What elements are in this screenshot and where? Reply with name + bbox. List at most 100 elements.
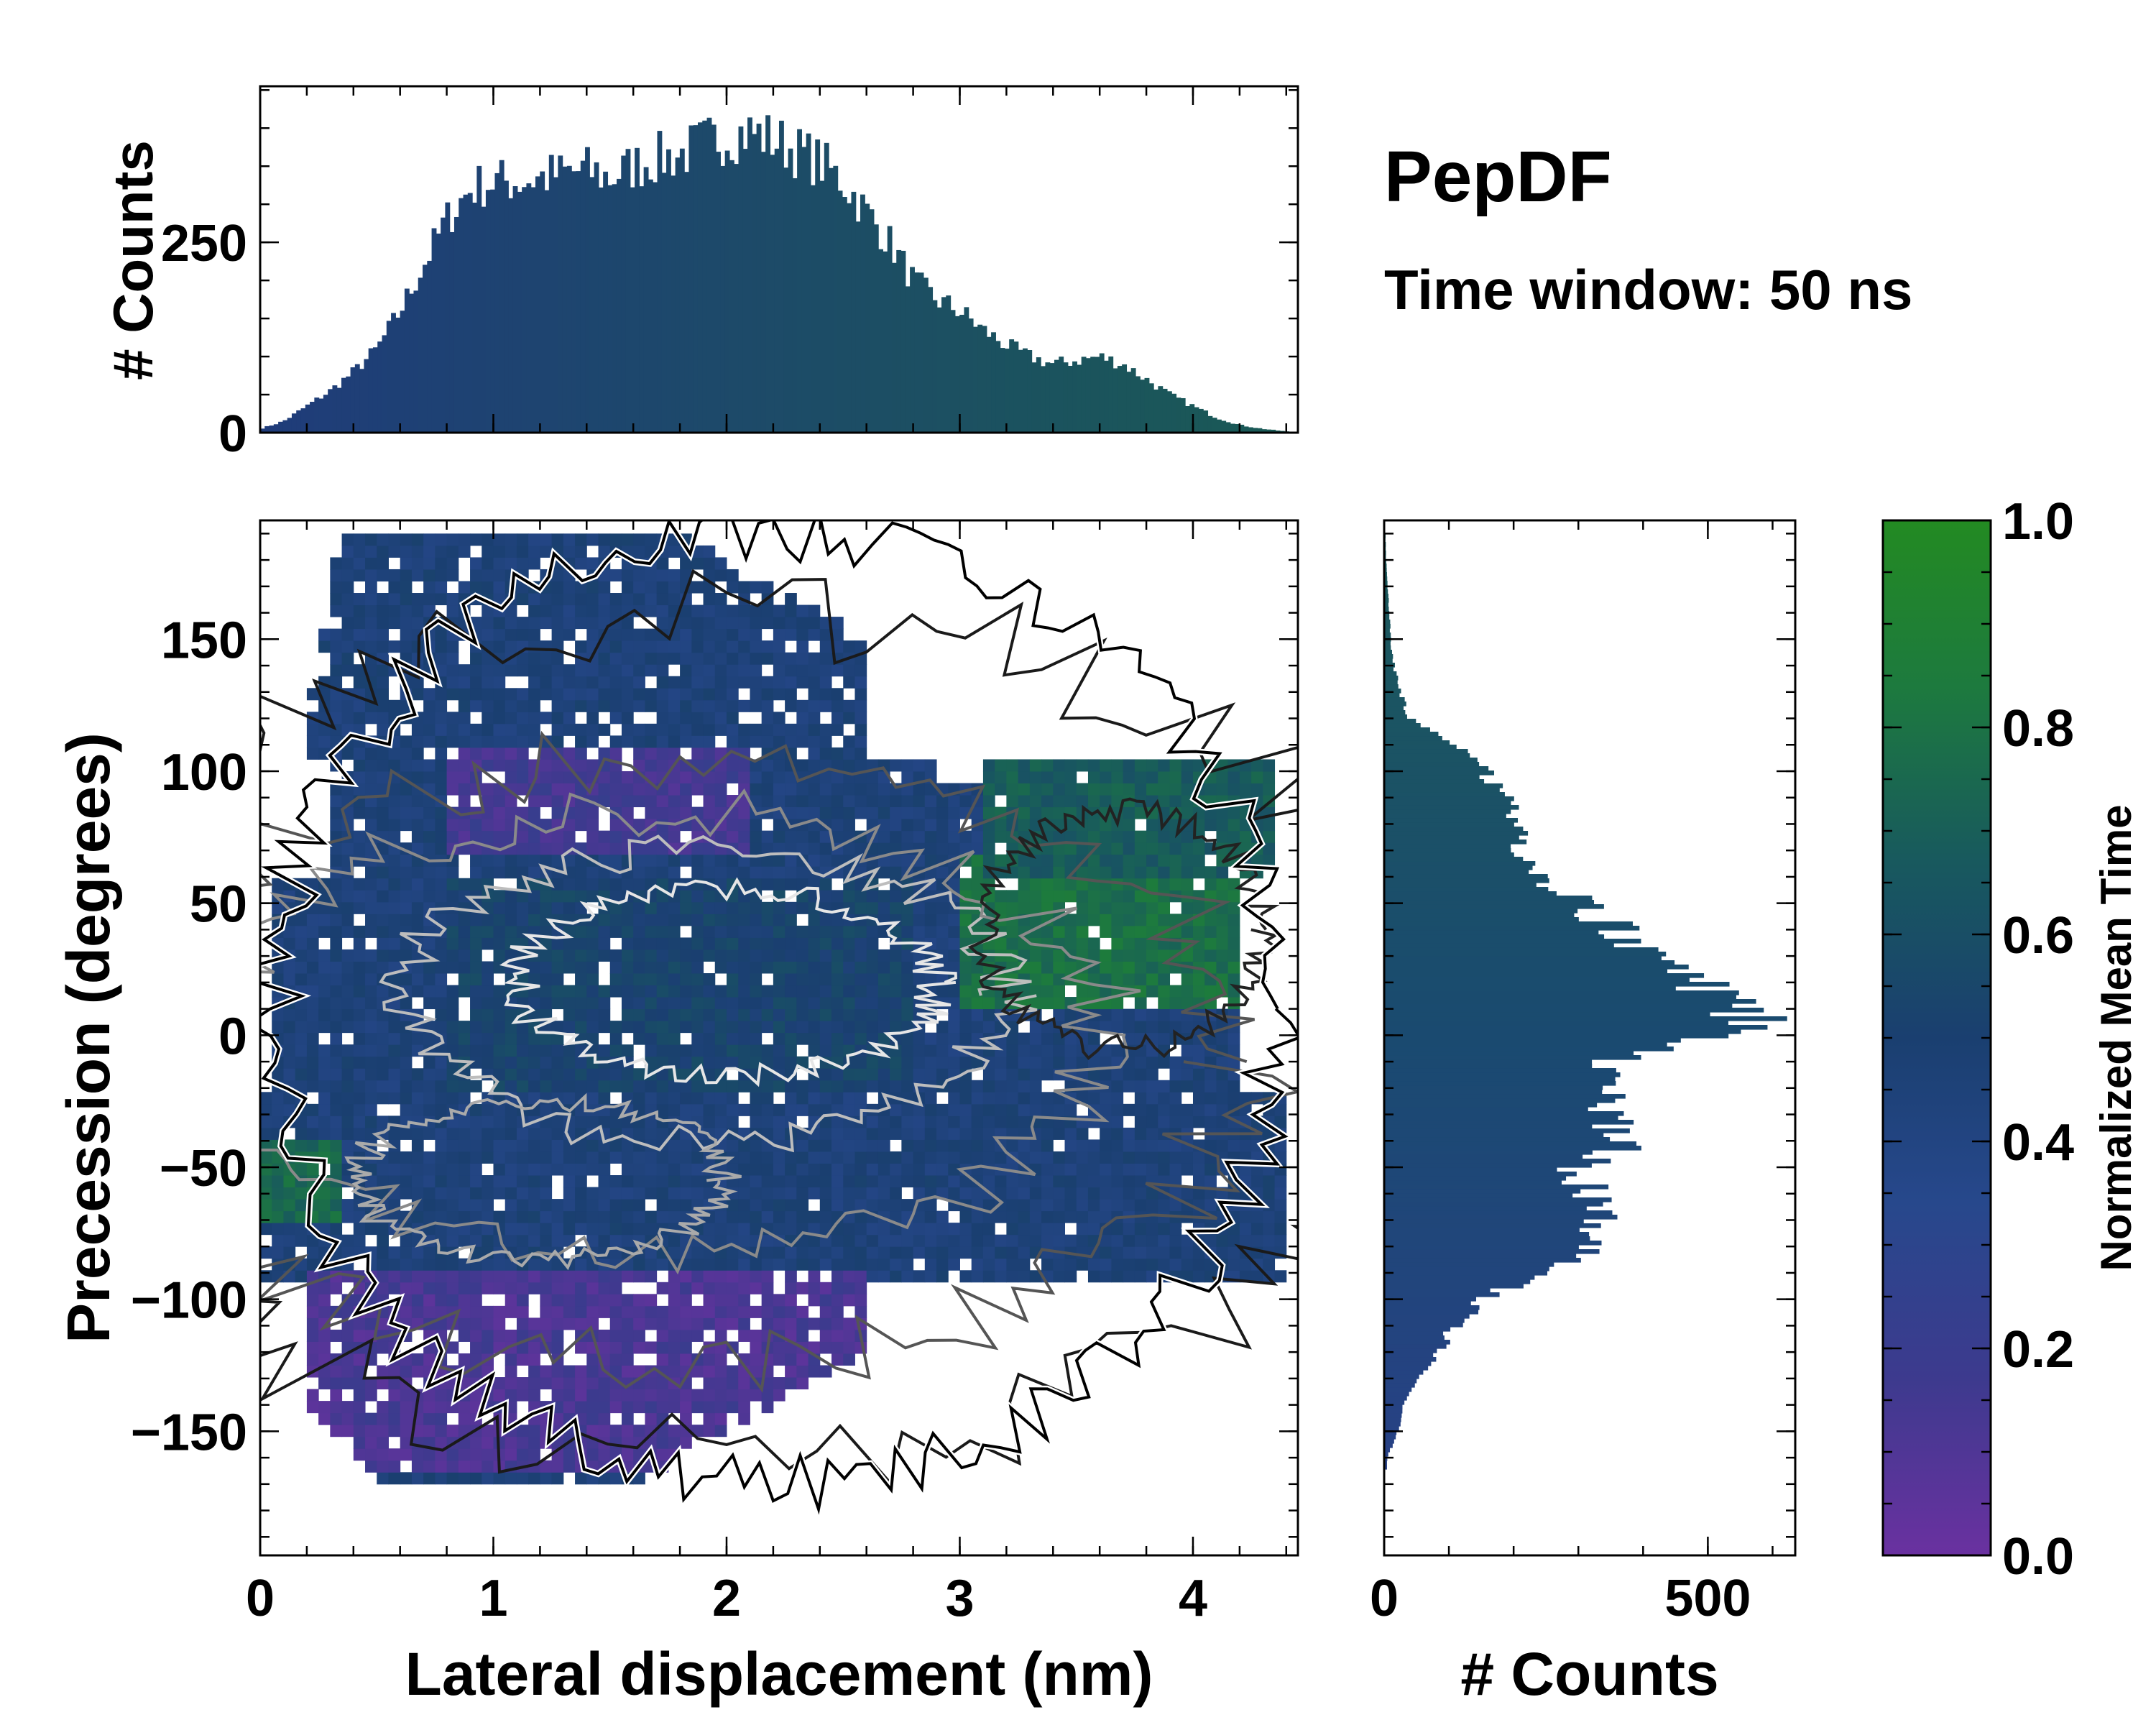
heatmap-cell xyxy=(1087,1139,1100,1152)
heatmap-cell xyxy=(493,795,506,808)
heatmap-cell xyxy=(365,593,377,606)
heatmap-cell xyxy=(586,664,599,677)
heatmap-cell xyxy=(505,664,517,677)
heatmap-cell xyxy=(1006,901,1019,914)
heatmap-cell xyxy=(656,1199,669,1212)
heatmap-cell xyxy=(1064,878,1077,891)
heatmap-cell xyxy=(540,997,553,1010)
heatmap-cell xyxy=(761,1210,774,1223)
heatmap-cell xyxy=(516,770,529,784)
heatmap-cell xyxy=(1123,770,1135,784)
heatmap-cell xyxy=(680,1341,692,1354)
heatmap-cell xyxy=(551,676,564,689)
heatmap-cell xyxy=(435,652,448,665)
heatmap-cell xyxy=(680,1294,692,1307)
heatmap-cell xyxy=(516,1151,529,1164)
heatmap-cell xyxy=(575,1068,587,1081)
heatmap-cell xyxy=(808,1294,821,1307)
heatmap-cell xyxy=(330,1377,343,1390)
heatmap-cell xyxy=(423,1258,436,1271)
heatmap-cell xyxy=(458,1116,471,1128)
heatmap-cell xyxy=(645,1116,658,1128)
heatmap-cell xyxy=(575,1210,587,1223)
heatmap-cell xyxy=(645,1044,658,1057)
heatmap-cell xyxy=(773,937,786,950)
heatmap-cell xyxy=(528,830,540,843)
heatmap-cell xyxy=(435,581,448,594)
heatmap-cell xyxy=(318,973,331,986)
heatmap-cell xyxy=(528,997,540,1010)
heatmap-cell xyxy=(645,925,658,938)
heatmap-cell xyxy=(528,806,540,819)
heatmap-cell xyxy=(330,557,343,570)
heatmap-cell xyxy=(633,985,645,998)
heatmap-cell xyxy=(516,1448,529,1461)
heatmap-cell xyxy=(528,866,540,879)
heatmap-cell xyxy=(1146,1092,1158,1105)
heatmap-cell xyxy=(1076,783,1089,796)
heatmap-cell xyxy=(691,604,704,617)
top-bar xyxy=(413,290,419,433)
heatmap-cell xyxy=(516,1317,529,1330)
heatmap-cell xyxy=(959,1151,972,1164)
heatmap-cell xyxy=(621,676,634,689)
heatmap-cell xyxy=(435,1139,448,1152)
heatmap-cell xyxy=(866,1008,879,1021)
heatmap-cell xyxy=(609,1068,622,1081)
heatmap-cell xyxy=(890,997,902,1010)
heatmap-cell xyxy=(633,747,645,760)
heatmap-cell xyxy=(738,1389,750,1402)
heatmap-cell xyxy=(796,1021,809,1034)
heatmap-cell xyxy=(470,937,482,950)
heatmap-cell xyxy=(1053,1103,1066,1116)
heatmap-cell xyxy=(1064,1044,1077,1057)
heatmap-cell xyxy=(831,783,844,796)
heatmap-cell xyxy=(726,1008,739,1021)
heatmap-cell xyxy=(995,1187,1007,1200)
heatmap-cell xyxy=(901,973,914,986)
heatmap-cell xyxy=(773,1127,786,1140)
heatmap-cell xyxy=(575,1472,587,1485)
heatmap-cell xyxy=(341,1080,354,1092)
heatmap-cell xyxy=(785,961,797,974)
heatmap-cell xyxy=(808,997,821,1010)
heatmap-cell xyxy=(738,1401,750,1414)
heatmap-cell xyxy=(1076,866,1089,879)
heatmap-cell xyxy=(645,854,658,867)
heatmap-cell xyxy=(1134,1187,1147,1200)
heatmap-cell xyxy=(1018,890,1031,903)
heatmap-cell xyxy=(750,1329,763,1342)
heatmap-cell xyxy=(516,1187,529,1200)
right-bar xyxy=(1384,1141,1637,1146)
heatmap-cell xyxy=(563,783,576,796)
right-bar xyxy=(1384,1189,1581,1194)
heatmap-cell xyxy=(470,569,482,581)
heatmap-cell xyxy=(773,1056,786,1069)
heatmap-cell xyxy=(668,1187,681,1200)
heatmap-cell xyxy=(458,533,471,546)
heatmap-cell xyxy=(516,1163,529,1176)
top-bar xyxy=(865,203,870,433)
heatmap-cell xyxy=(948,1092,960,1105)
heatmap-cell xyxy=(668,901,681,914)
heatmap-cell xyxy=(388,1068,401,1081)
heatmap-cell xyxy=(598,723,611,736)
heatmap-cell xyxy=(750,819,763,832)
heatmap-cell xyxy=(703,1092,716,1105)
heatmap-cell xyxy=(948,1103,960,1116)
heatmap-cell xyxy=(377,1246,389,1259)
heatmap-cell xyxy=(645,1163,658,1176)
heatmap-cell xyxy=(423,1472,436,1485)
heatmap-cell xyxy=(528,914,540,926)
heatmap-cell xyxy=(470,1199,482,1212)
heatmap-cell xyxy=(540,901,553,914)
top-bar xyxy=(1013,341,1019,433)
top-bar xyxy=(436,233,441,433)
heatmap-cell xyxy=(1041,949,1054,962)
heatmap-cell xyxy=(435,866,448,879)
heatmap-cell xyxy=(750,795,763,808)
top-bar xyxy=(449,231,455,433)
heatmap-cell xyxy=(377,1258,389,1271)
heatmap-cell xyxy=(819,1187,832,1200)
heatmap-cell xyxy=(645,1401,658,1414)
